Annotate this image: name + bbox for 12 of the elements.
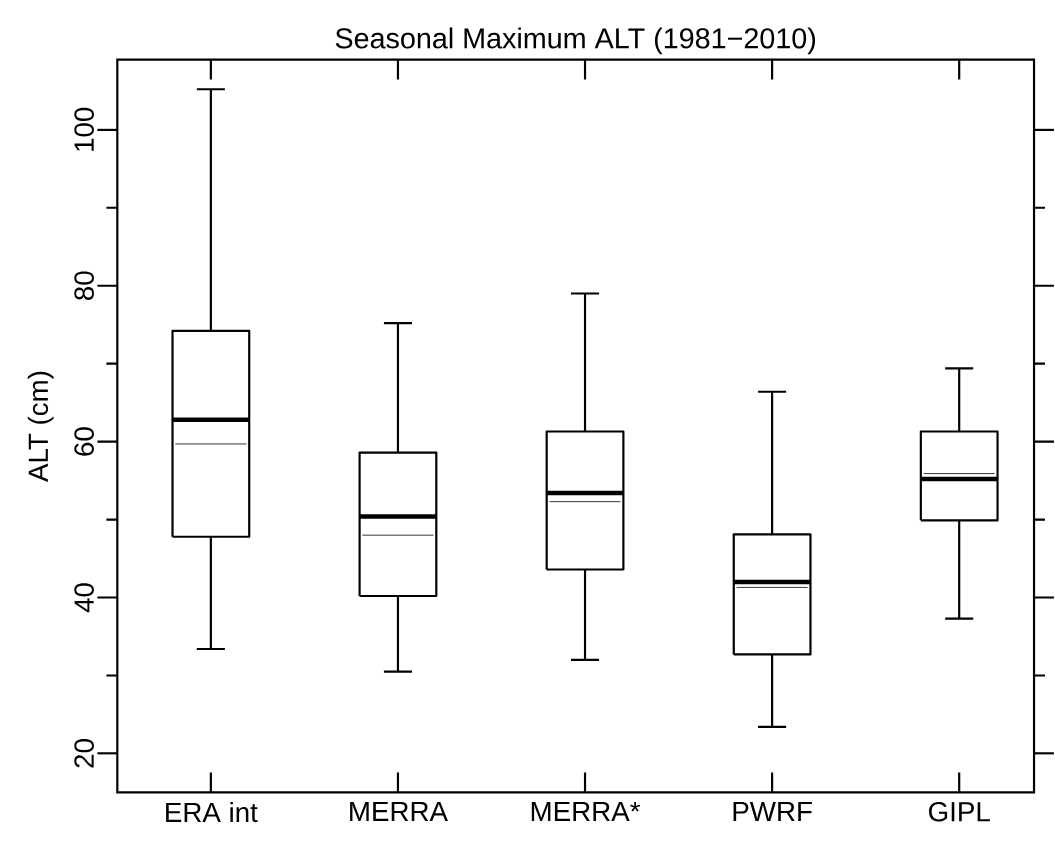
chart-title: Seasonal Maximum ALT (1981−2010) [335, 27, 816, 55]
y-tick-label: 80 [74, 271, 94, 300]
y-tick-label: 40 [74, 583, 94, 613]
x-tick-label: ERA int [166, 801, 258, 823]
x-tick-label: MERRA [350, 801, 448, 821]
y-axis-title: ALT (cm) [27, 371, 54, 482]
y-tick-label: 60 [74, 427, 94, 456]
x-tick-label: PWRF [733, 801, 812, 821]
x-tick-label: MERRA* [531, 801, 641, 821]
x-tick-label: GIPL [928, 801, 990, 822]
y-tick-label: 100 [74, 107, 94, 151]
y-tick-label: 20 [74, 739, 94, 768]
